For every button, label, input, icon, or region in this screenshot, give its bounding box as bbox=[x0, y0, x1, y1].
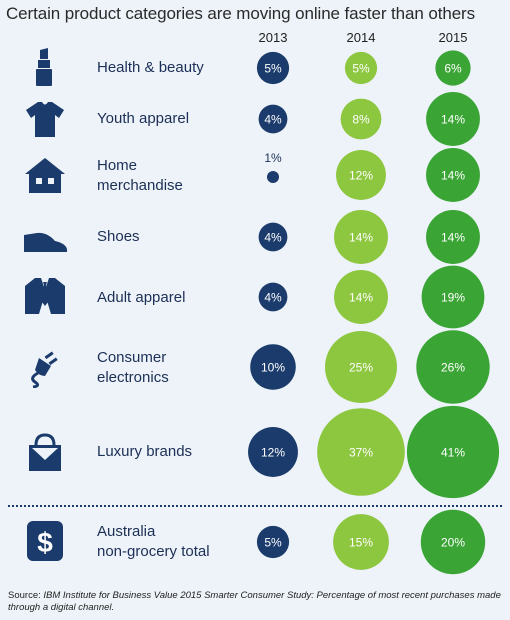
bubble-2014 bbox=[333, 514, 389, 570]
category-label-australia-total: Australia non-grocery total bbox=[97, 522, 210, 562]
house-icon bbox=[21, 156, 69, 196]
bubble-label-2015: 19% bbox=[441, 291, 465, 305]
bubble-2015 bbox=[421, 265, 485, 329]
bubble-label-2015: 41% bbox=[441, 446, 465, 460]
bubble-2015 bbox=[426, 210, 480, 264]
shoe-icon bbox=[21, 217, 69, 257]
year-header-2015: 2015 bbox=[438, 30, 468, 45]
bubble-2014 bbox=[325, 331, 397, 403]
bubble-2013 bbox=[267, 171, 279, 183]
bubble-2013 bbox=[256, 51, 290, 85]
handbag-icon bbox=[21, 433, 69, 473]
source-text: IBM Institute for Business Value 2015 Sm… bbox=[8, 590, 501, 613]
bubble-label-2014: 12% bbox=[349, 169, 373, 183]
bubble-2013 bbox=[250, 344, 296, 390]
year-header-2014: 2014 bbox=[346, 30, 376, 45]
year-header-2013: 2013 bbox=[258, 30, 288, 45]
plug-icon bbox=[21, 348, 69, 388]
source-note: Source: IBM Institute for Business Value… bbox=[8, 590, 504, 614]
bubble-label-2015: 26% bbox=[441, 361, 465, 375]
bubble-label-2013: 5% bbox=[264, 536, 282, 550]
bubble-label-2015: 14% bbox=[441, 169, 465, 183]
bubble-2013 bbox=[258, 282, 288, 312]
suit-icon bbox=[21, 276, 69, 316]
category-label-health-beauty: Health & beauty bbox=[97, 59, 204, 76]
category-label-line: Australia bbox=[97, 523, 156, 540]
category-label-home-merchandise: Home merchandise bbox=[97, 156, 183, 196]
bubble-2013 bbox=[256, 525, 290, 559]
bubble-label-2013: 12% bbox=[261, 446, 285, 460]
bubble-2014 bbox=[334, 210, 388, 264]
bubble-label-2014: 8% bbox=[352, 113, 370, 127]
category-label-line: Home bbox=[97, 157, 138, 174]
bubble-label-2014: 25% bbox=[349, 361, 373, 375]
dollar-icon: $ bbox=[21, 521, 69, 561]
total-divider bbox=[8, 505, 502, 507]
bubble-label-2015: 14% bbox=[441, 113, 465, 127]
bubble-label-2013: 4% bbox=[264, 113, 282, 127]
bubble-2014 bbox=[317, 408, 405, 496]
category-label-line: merchandise bbox=[97, 177, 183, 194]
bubble-label-2014: 15% bbox=[349, 536, 373, 550]
source-prefix: Source: bbox=[8, 590, 44, 601]
bubble-2014 bbox=[334, 270, 388, 324]
category-label-line: Consumer bbox=[97, 349, 167, 366]
category-label-adult-apparel: Adult apparel bbox=[97, 289, 186, 306]
category-label-line: non-grocery total bbox=[97, 543, 210, 560]
bubble-label-2013: 4% bbox=[264, 231, 282, 245]
tshirt-icon bbox=[21, 99, 69, 139]
svg-text:$: $ bbox=[37, 527, 53, 558]
bubble-label-2014: 37% bbox=[349, 446, 373, 460]
category-label-youth-apparel: Youth apparel bbox=[97, 110, 190, 127]
bubble-2015 bbox=[426, 148, 480, 202]
bubble-label-2014: 5% bbox=[352, 62, 370, 76]
bubble-2015 bbox=[406, 405, 500, 499]
bubble-label-2015: 6% bbox=[444, 62, 462, 76]
chart-title: Certain product categories are moving on… bbox=[6, 4, 476, 23]
lipstick-icon bbox=[21, 48, 69, 88]
bubble-label-2013: 1% bbox=[264, 151, 282, 165]
category-label-consumer-electronics: Consumer electronics bbox=[97, 348, 169, 388]
bubble-2013 bbox=[258, 222, 288, 252]
bubble-label-2015: 14% bbox=[441, 231, 465, 245]
bubble-2014 bbox=[344, 51, 378, 85]
bubble-label-2013: 10% bbox=[261, 361, 285, 375]
bubble-2015 bbox=[435, 50, 471, 86]
bubble-label-2015: 20% bbox=[441, 536, 465, 550]
bubble-label-2013: 5% bbox=[264, 62, 282, 76]
bubble-label-2013: 4% bbox=[264, 291, 282, 305]
bubble-2013 bbox=[248, 427, 298, 477]
bubble-2014 bbox=[336, 150, 386, 200]
bubble-2015 bbox=[420, 509, 486, 575]
bubble-label-2014: 14% bbox=[349, 231, 373, 245]
bubble-2015 bbox=[426, 92, 480, 146]
bubble-2015 bbox=[416, 330, 490, 404]
category-label-shoes: Shoes bbox=[97, 228, 140, 245]
bubble-label-2014: 14% bbox=[349, 291, 373, 305]
category-label-luxury-brands: Luxury brands bbox=[97, 443, 193, 460]
bubble-2013 bbox=[258, 104, 288, 134]
category-label-line: electronics bbox=[97, 369, 169, 386]
bubble-2014 bbox=[340, 98, 382, 140]
